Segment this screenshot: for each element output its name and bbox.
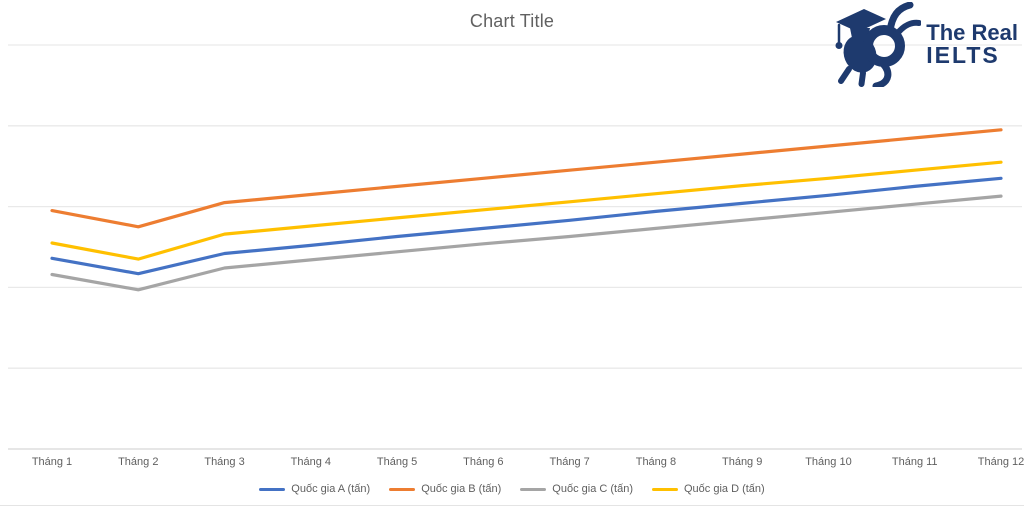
x-axis-label: Tháng 11 — [891, 456, 938, 468]
logo-text-line2: IELTS — [926, 41, 1000, 68]
bottom-divider — [0, 505, 1024, 506]
x-axis-label: Tháng 8 — [635, 456, 677, 468]
x-axis-label: Tháng 1 — [31, 456, 73, 468]
legend-item-2: Quốc gia C (tấn) — [520, 483, 633, 495]
logo: The Real IELTS — [833, 2, 1018, 87]
logo-text-line1: The Real — [926, 19, 1018, 45]
legend-marker-icon — [651, 487, 678, 491]
series-line-0 — [50, 176, 1003, 276]
x-axis-label: Tháng 6 — [463, 456, 504, 468]
legend-item-3: Quốc gia D (tấn) — [651, 483, 765, 495]
logo-mascot-icon — [835, 2, 922, 87]
legend-marker-icon — [389, 487, 416, 491]
x-axis-label: Tháng 12 — [977, 456, 1024, 468]
legend-label: Quốc gia C (tấn) — [552, 483, 633, 495]
x-axis-label: Tháng 5 — [376, 456, 418, 468]
x-axis-label: Tháng 4 — [290, 456, 331, 468]
legend-label: Quốc gia B (tấn) — [421, 483, 502, 495]
x-axis-label: Tháng 7 — [549, 456, 590, 468]
x-axis-label: Tháng 10 — [805, 456, 852, 468]
chart-legend: Quốc gia A (tấn) Quốc gia B (tấn) Quốc gia… — [0, 481, 1024, 497]
series-line-2 — [50, 194, 1003, 292]
legend-label: Quốc gia D (tấn) — [683, 483, 765, 495]
x-axis-label: Tháng 9 — [721, 456, 763, 468]
legend-item-1: Quốc gia B (tấn) — [389, 483, 501, 495]
x-axis-labels: Tháng 1 Tháng 2 Tháng 3 Tháng 4 Tháng 5 Tháng… — [0, 456, 1024, 472]
legend-marker-icon — [259, 487, 286, 491]
logo-text: The Real IELTS — [926, 19, 1018, 68]
series-line-3 — [50, 160, 1003, 261]
x-axis-label: Tháng 2 — [118, 456, 159, 468]
x-axis-label: Tháng 3 — [204, 456, 245, 468]
legend-item-0: Quốc gia A (tấn) — [259, 483, 370, 495]
chart-title: Chart Title — [469, 11, 555, 31]
legend-marker-icon — [520, 487, 547, 491]
series-line-1 — [50, 128, 1003, 229]
legend-label: Quốc gia A (tấn) — [291, 483, 371, 495]
